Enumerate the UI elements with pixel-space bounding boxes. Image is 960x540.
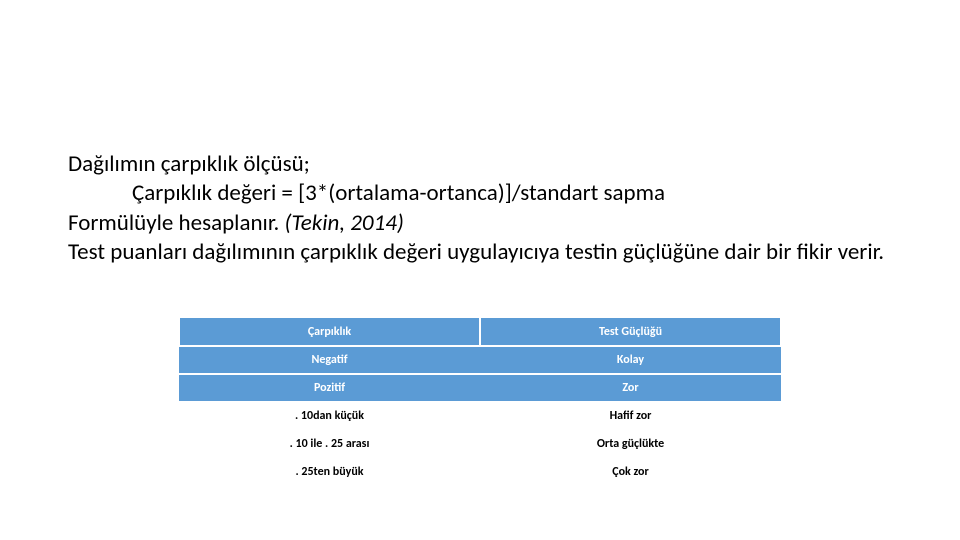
cell-c2: Zor	[480, 374, 781, 402]
line-4: Test puanları dağılımının çarpıklık değe…	[68, 238, 884, 266]
line-3b-citation: (Tekin, 2014)	[285, 209, 404, 237]
table-row: . 10 ile . 25 arası Orta güçlükte	[179, 430, 781, 458]
line-2-formula: Çarpıklık değeri = [3*(ortalama-ortanca)…	[68, 179, 892, 208]
cell-c1: . 10 ile . 25 arası	[179, 430, 480, 458]
body-text: Dağılımın çarpıklık ölçüsü; Çarpıklık de…	[68, 150, 892, 268]
cell-c1: . 10dan küçük	[179, 402, 480, 430]
table-row: . 25ten büyük Çok zor	[179, 458, 781, 486]
cell-c1: . 25ten büyük	[179, 458, 480, 486]
line-3a: Formülüyle hesaplanır.	[68, 209, 285, 237]
col-header-test-guclugu: Test Güçlüğü	[480, 318, 781, 346]
table-row: . 10dan küçük Hafif zor	[179, 402, 781, 430]
col-header-carpiklik: Çarpıklık	[179, 318, 480, 346]
cell-c2: Kolay	[480, 346, 781, 374]
skewness-table: Çarpıklık Test Güçlüğü Negatif Kolay Poz…	[178, 318, 782, 487]
table-row: Pozitif Zor	[179, 374, 781, 402]
table-row: Negatif Kolay	[179, 346, 781, 374]
cell-c1: Negatif	[179, 346, 480, 374]
cell-c2: Hafif zor	[480, 402, 781, 430]
cell-c1: Pozitif	[179, 374, 480, 402]
line-1: Dağılımın çarpıklık ölçüsü;	[68, 150, 310, 178]
table: Çarpıklık Test Güçlüğü Negatif Kolay Poz…	[178, 318, 782, 487]
table-header-row: Çarpıklık Test Güçlüğü	[179, 318, 781, 346]
cell-c2: Orta güçlükte	[480, 430, 781, 458]
cell-c2: Çok zor	[480, 458, 781, 486]
